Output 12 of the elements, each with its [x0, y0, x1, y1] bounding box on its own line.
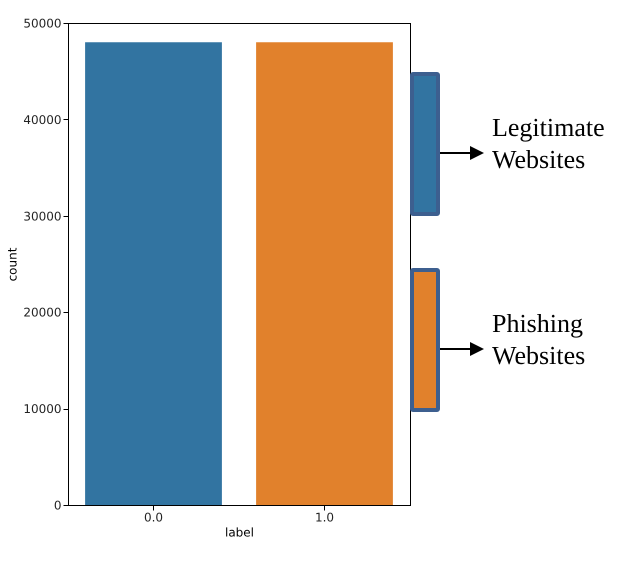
y-tick-label: 10000	[23, 402, 62, 416]
text: Legitimate Websites	[492, 112, 606, 176]
y-tick-label: 0	[54, 498, 62, 512]
y-tick-label: 50000	[23, 16, 62, 30]
x-tick-label: 1.0	[314, 510, 334, 524]
y-tick-label: 20000	[23, 306, 62, 320]
x-axis-title: label	[224, 526, 254, 540]
y-tick-label: 30000	[23, 209, 62, 224]
y-axis-title: count	[5, 247, 20, 282]
x-tick-label: 0.0	[144, 510, 164, 524]
text: Phishing Websites	[492, 308, 586, 372]
y-tick-label: 40000	[23, 112, 62, 127]
